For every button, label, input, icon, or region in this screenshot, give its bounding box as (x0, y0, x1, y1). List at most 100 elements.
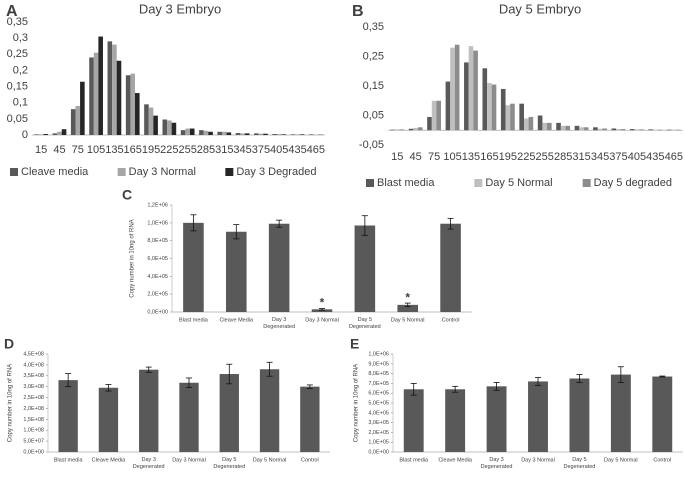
bar (162, 119, 168, 135)
legend-label: Day 5 Normal (485, 177, 552, 189)
bar (183, 222, 204, 312)
x-tick-label: Control (442, 317, 460, 323)
x-tick-label: Day 5 Degenerated (213, 457, 245, 470)
bar (468, 46, 474, 131)
x-tick-label: Day 5 Degenerated (349, 317, 381, 330)
bar (226, 132, 232, 135)
x-tick-label: 165 (480, 151, 498, 163)
bar (144, 104, 149, 135)
bar (139, 369, 159, 452)
bar (417, 127, 423, 131)
y-tick-label: 0,2 (13, 64, 28, 76)
bar (52, 133, 58, 135)
bar (671, 129, 677, 131)
legend-label: Day 3 Normal (129, 166, 196, 178)
y-tick-label: 1,2E+06 (147, 202, 168, 208)
y-tick-label: 1,0E+06 (147, 220, 168, 226)
x-tick-label: 15 (391, 151, 403, 163)
x-tick-label: 405 (270, 144, 288, 156)
bar (75, 105, 81, 135)
bar (93, 52, 99, 135)
bar (290, 134, 296, 135)
bar (611, 128, 617, 131)
bar (272, 134, 277, 135)
x-tick-label: 225 (517, 151, 535, 163)
x-tick-label: Day 3 Degenerated (263, 317, 295, 330)
bar (431, 100, 437, 131)
bar (240, 133, 245, 135)
x-tick-label: Day 3 Normal (521, 457, 555, 463)
y-tick-label: 1,0E+06 (368, 351, 389, 357)
bar (403, 389, 424, 452)
bar (500, 88, 506, 131)
x-tick-label: 75 (72, 144, 84, 156)
bar (482, 68, 488, 131)
y-tick-label: 1,0E+08 (23, 428, 44, 434)
y-tick-label: 2,0E+05 (147, 292, 168, 298)
x-tick-label: 255 (536, 151, 554, 163)
bar (639, 129, 644, 131)
bar (112, 44, 117, 135)
x-tick-label: Control (653, 457, 671, 463)
bar (116, 60, 122, 135)
bar (254, 133, 259, 135)
bar (300, 386, 320, 452)
x-tick-label: 315 (572, 151, 590, 163)
bar (135, 93, 140, 135)
y-tick-label: 0,0E+00 (23, 449, 44, 455)
x-tick-label: 195 (499, 151, 517, 163)
bar (167, 120, 172, 135)
panel-letter: E (350, 336, 359, 352)
bar (491, 84, 497, 131)
legend-swatch (366, 179, 374, 187)
bar (629, 129, 635, 131)
y-tick-label: 3,0E+05 (368, 420, 389, 426)
bar (556, 122, 561, 131)
x-tick-label: Day 5 Normal (253, 457, 287, 463)
y-tick-label: 2,5E+08 (23, 395, 44, 401)
bar (652, 376, 673, 452)
bar (299, 134, 305, 135)
bar (57, 131, 62, 135)
chart-title: Day 5 Embryo (499, 1, 581, 16)
bar (464, 62, 469, 131)
x-tick-label: Day 3 Normal (172, 457, 206, 463)
bar (295, 134, 300, 135)
y-tick-label: 0 (22, 129, 28, 141)
y-tick-label: 2,0E+08 (23, 406, 44, 412)
bar (258, 133, 264, 135)
y-tick-label: 1,5E+08 (23, 417, 44, 423)
y-tick-label: 8,0E+05 (368, 371, 389, 377)
annotation: * (405, 290, 410, 304)
panel-letter: C (122, 187, 132, 203)
bar (281, 134, 287, 135)
x-tick-label: 45 (410, 151, 422, 163)
x-tick-label: Day 3 Normal (305, 317, 339, 323)
bar (219, 374, 239, 452)
bar (203, 130, 209, 135)
bar (427, 116, 432, 131)
bar (542, 122, 548, 131)
x-tick-label: 45 (53, 144, 65, 156)
y-tick-label: 0,15 (363, 80, 384, 92)
bar (276, 134, 282, 135)
y-tick-label: 7,0E+05 (368, 381, 389, 387)
bar (221, 131, 227, 135)
bar (80, 81, 85, 135)
bar (676, 129, 681, 131)
x-tick-label: 315 (215, 144, 233, 156)
bar (226, 231, 247, 312)
bar (180, 130, 186, 135)
bar (473, 50, 478, 131)
legend-label: Cleave media (21, 166, 89, 178)
panel-letter: B (352, 3, 364, 20)
bar (148, 107, 154, 135)
y-tick-label: 0,05 (363, 109, 384, 121)
bar (657, 129, 663, 131)
x-tick-label: 435 (288, 144, 306, 156)
bar (620, 129, 626, 131)
chart-title: Day 3 Embryo (139, 1, 221, 16)
y-tick-label: 3,0E+08 (23, 384, 44, 390)
y-tick-label: 4,5E+08 (23, 351, 44, 357)
